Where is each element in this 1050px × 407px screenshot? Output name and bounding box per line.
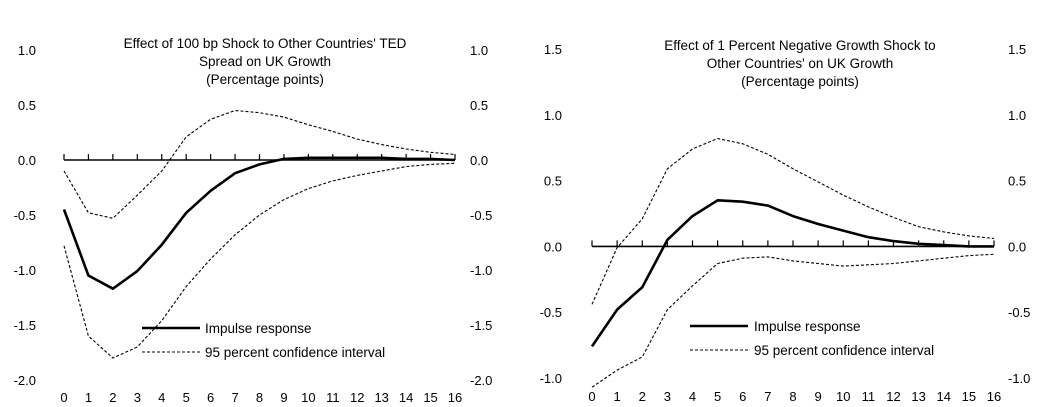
- x-tick-label: 1: [85, 390, 92, 405]
- confidence-interval-upper-line: [591, 137, 995, 305]
- y-tick-label-right: -1.0: [1008, 371, 1030, 386]
- y-tick-label-left: -2.0: [14, 373, 36, 388]
- chart-title-line: (Percentage points): [206, 72, 324, 87]
- x-tick-label: 3: [664, 389, 671, 404]
- x-tick-label: 0: [60, 390, 67, 405]
- x-tick-label: 9: [815, 389, 822, 404]
- legend: Impulse response 95 percent confidence in…: [690, 319, 934, 358]
- y-tick-label-left: 0.0: [544, 239, 562, 254]
- x-tick-label: 13: [374, 390, 388, 405]
- x-tick-label: 3: [134, 390, 141, 405]
- x-tick-label: 10: [301, 390, 315, 405]
- x-tick-label: 8: [789, 389, 796, 404]
- chart-1: Effect of 100 bp Shock to Other Countrie…: [14, 36, 493, 405]
- y-tick-label-left: 1.5: [544, 42, 562, 57]
- y-tick-label-left: -1.0: [14, 263, 36, 278]
- y-tick-label-right: 1.5: [1008, 42, 1026, 57]
- x-tick-label: 9: [280, 390, 287, 405]
- y-tick-label-right: -1.0: [470, 263, 492, 278]
- x-tick-label: 4: [158, 390, 165, 405]
- chart-title-line: (Percentage points): [741, 74, 859, 89]
- x-tick-label: 16: [987, 389, 1001, 404]
- y-tick-label-left: 0.5: [544, 174, 562, 189]
- x-tick-label: 5: [183, 390, 190, 405]
- impulse-response-line: [590, 199, 994, 348]
- x-tick-label: 7: [764, 389, 771, 404]
- y-tick-label-right: 1.0: [470, 43, 488, 58]
- x-tick-label: 1: [614, 389, 621, 404]
- chart-2: Effect of 1 Percent Negative Growth Shoc…: [540, 38, 1031, 404]
- x-tick-label: 12: [886, 389, 900, 404]
- y-tick-label-right: -0.5: [470, 208, 492, 223]
- chart-title-line: Effect of 1 Percent Negative Growth Shoc…: [664, 38, 935, 53]
- chart-title-line: Other Countries' on UK Growth: [707, 56, 893, 71]
- x-tick-label: 6: [207, 390, 214, 405]
- x-tick-label: 13: [911, 389, 925, 404]
- x-tick-label: 12: [350, 390, 364, 405]
- x-tick-label: 16: [448, 390, 462, 405]
- legend-label-impulse: Impulse response: [754, 319, 861, 334]
- x-tick-label: 14: [399, 390, 413, 405]
- y-tick-label-right: -2.0: [470, 373, 492, 388]
- x-tick-label: 7: [231, 390, 238, 405]
- chart-title-line: Effect of 100 bp Shock to Other Countrie…: [124, 36, 407, 51]
- y-tick-label-right: -0.5: [1008, 305, 1030, 320]
- legend-label-confidence: 95 percent confidence interval: [754, 343, 934, 358]
- x-tick-label: 11: [326, 390, 340, 405]
- x-tick-label: 10: [836, 389, 850, 404]
- x-tick-label: 15: [962, 389, 976, 404]
- x-tick-label: 6: [739, 389, 746, 404]
- x-tick-label: 14: [937, 389, 951, 404]
- legend: Impulse response 95 percent confidence in…: [142, 321, 385, 360]
- x-tick-label: 15: [423, 390, 437, 405]
- x-tick-label: 8: [256, 390, 263, 405]
- y-tick-label-right: 0.0: [470, 153, 488, 168]
- y-tick-label-left: -1.5: [14, 318, 36, 333]
- y-tick-label-left: -1.0: [540, 371, 562, 386]
- x-tick-label: 4: [689, 389, 696, 404]
- y-tick-label-right: 0.5: [1008, 174, 1026, 189]
- y-tick-label-left: 1.0: [18, 43, 36, 58]
- y-tick-label-left: -0.5: [14, 208, 36, 223]
- x-tick-label: 0: [588, 389, 595, 404]
- y-tick-label-right: 0.5: [470, 98, 488, 113]
- x-tick-label: 2: [639, 389, 646, 404]
- confidence-interval-upper-line: [63, 109, 456, 219]
- y-tick-label-left: -0.5: [540, 305, 562, 320]
- y-tick-label-left: 0.0: [18, 153, 36, 168]
- impulse-response-line: [62, 156, 456, 291]
- x-tick-label: 5: [714, 389, 721, 404]
- chart-title-line: Spread on UK Growth: [199, 54, 331, 69]
- legend-label-impulse: Impulse response: [205, 321, 312, 336]
- legend-label-confidence: 95 percent confidence interval: [205, 345, 385, 360]
- y-tick-label-right: 1.0: [1008, 108, 1026, 123]
- y-tick-label-right: -1.5: [470, 318, 492, 333]
- x-tick-label: 11: [862, 389, 876, 404]
- x-tick-label: 2: [109, 390, 116, 405]
- y-tick-label-left: 0.5: [18, 98, 36, 113]
- y-tick-label-left: 1.0: [544, 108, 562, 123]
- y-tick-label-right: 0.0: [1008, 239, 1026, 254]
- confidence-interval-lower-line: [591, 253, 995, 388]
